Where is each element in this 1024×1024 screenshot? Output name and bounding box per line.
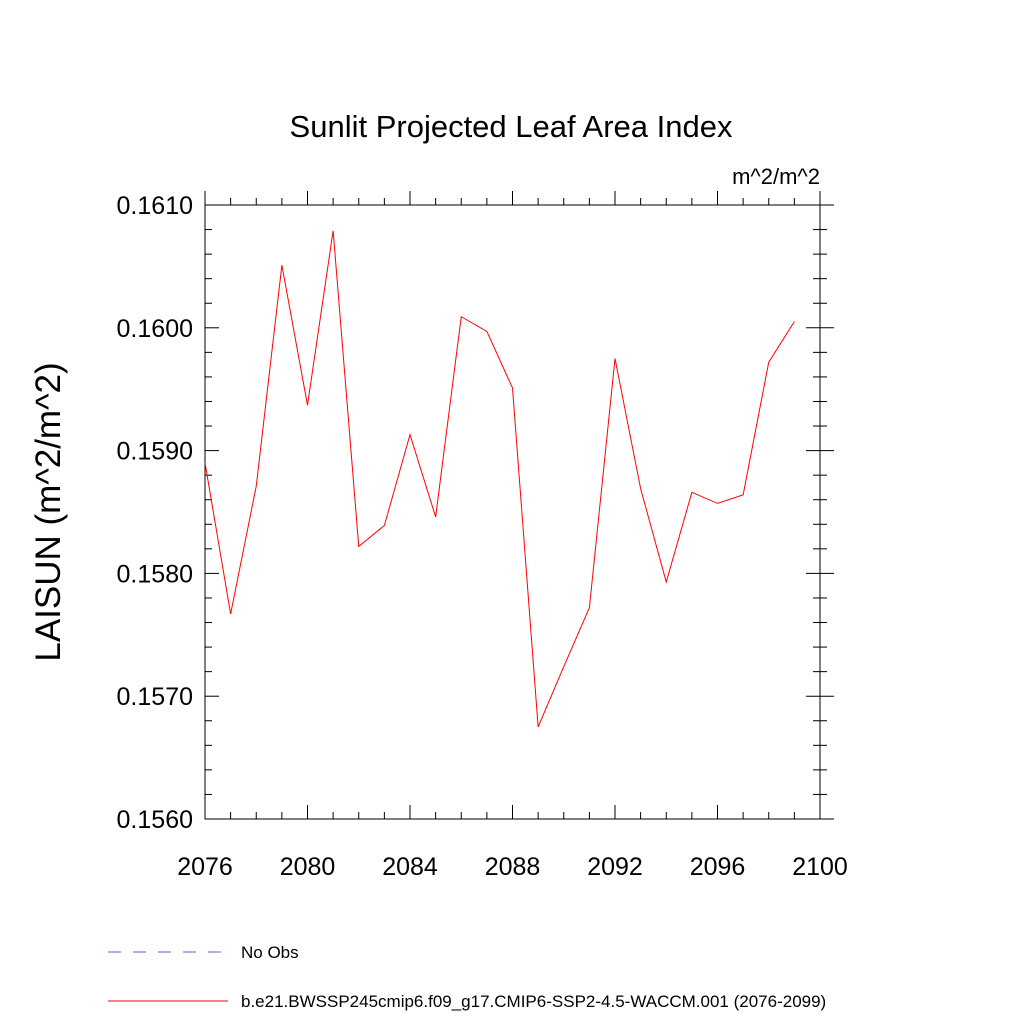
y-tick-label: 0.1570 (117, 683, 193, 711)
y-tick-labels: 0.1560 0.1570 0.1580 0.1590 0.1600 0.1610 (117, 192, 193, 834)
x-tick-label: 2088 (485, 853, 541, 881)
x-tick-label: 2080 (280, 853, 336, 881)
y-tick-label: 0.1600 (117, 315, 193, 343)
y-axis-label: LAISUN (m^2/m^2) (29, 362, 68, 661)
series-layer (204, 230, 795, 728)
x-tick-label: 2076 (177, 853, 233, 881)
x-tick-label: 2096 (690, 853, 746, 881)
minor-ticks (205, 198, 827, 819)
x-tick-label: 2100 (792, 853, 848, 881)
legend: No Obs b.e21.BWSSP245cmip6.f09_g17.CMIP6-… (108, 943, 826, 1011)
x-tick-labels: 2076 2080 2084 2088 2092 2096 2100 (177, 853, 848, 881)
major-ticks (204, 191, 834, 820)
x-tick-label: 2092 (587, 853, 643, 881)
chart-title: Sunlit Projected Leaf Area Index (290, 109, 733, 144)
y-tick-label: 0.1590 (117, 438, 193, 466)
y-tick-label: 0.1580 (117, 560, 193, 588)
units-label: m^2/m^2 (732, 164, 820, 189)
series-line (204, 230, 795, 728)
plot-frame (204, 204, 821, 820)
y-tick-label: 0.1560 (117, 806, 193, 834)
y-tick-label: 0.1610 (117, 192, 193, 220)
legend-label: b.e21.BWSSP245cmip6.f09_g17.CMIP6-SSP2-4… (241, 992, 826, 1011)
x-tick-label: 2084 (382, 853, 438, 881)
legend-label: No Obs (241, 943, 299, 962)
